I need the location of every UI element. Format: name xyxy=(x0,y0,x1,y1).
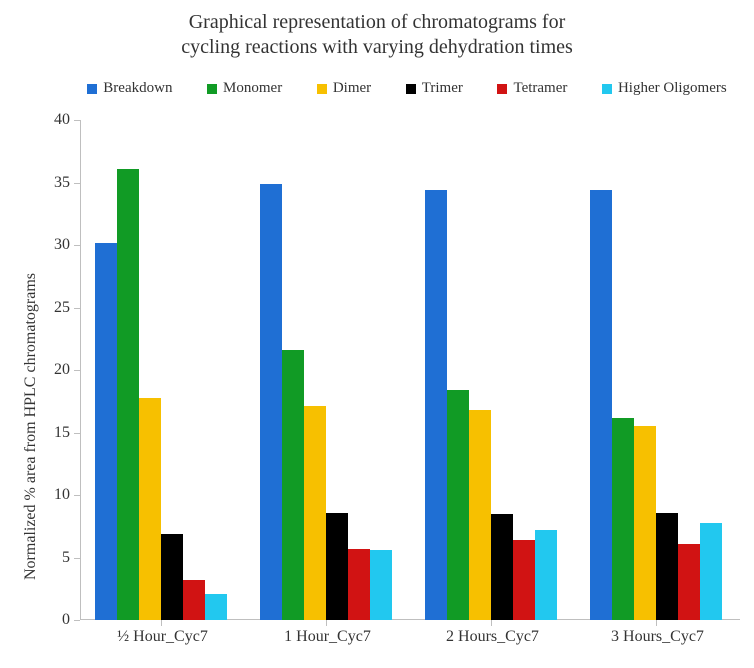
y-tick-label: 20 xyxy=(40,361,70,379)
bar-trimer xyxy=(161,534,183,620)
bar-tetramer xyxy=(678,544,700,620)
legend-swatch-dimer xyxy=(317,84,327,94)
y-axis-line xyxy=(80,120,81,620)
y-tick-label: 5 xyxy=(40,549,70,567)
legend-item-higher: Higher Oligomers xyxy=(602,80,727,97)
y-tick-mark xyxy=(74,370,80,371)
chart-title-line1: Graphical representation of chromatogram… xyxy=(0,10,754,35)
legend-item-trimer: Trimer xyxy=(406,80,463,97)
y-tick-label: 30 xyxy=(40,236,70,254)
y-axis-label: Normalized % area from HPLC chromatogram… xyxy=(22,273,40,580)
legend-label-tetramer: Tetramer xyxy=(513,80,567,97)
legend-label-breakdown: Breakdown xyxy=(103,80,172,97)
legend-label-monomer: Monomer xyxy=(223,80,282,97)
y-tick-mark xyxy=(74,620,80,621)
bar-breakdown xyxy=(590,190,612,620)
y-tick-label: 25 xyxy=(40,299,70,317)
bar-dimer xyxy=(304,406,326,620)
bar-trimer xyxy=(656,513,678,621)
bar-monomer xyxy=(282,350,304,620)
bar-dimer xyxy=(634,426,656,620)
bar-trimer xyxy=(326,513,348,621)
y-tick-mark xyxy=(74,308,80,309)
bar-monomer xyxy=(447,390,469,620)
x-category-label: 2 Hours_Cyc7 xyxy=(410,628,575,646)
bar-dimer xyxy=(139,398,161,621)
x-tick-mark xyxy=(161,620,162,626)
legend-swatch-higher xyxy=(602,84,612,94)
bar-breakdown xyxy=(95,243,117,621)
bar-higher xyxy=(370,550,392,620)
bar-trimer xyxy=(491,514,513,620)
legend-swatch-tetramer xyxy=(497,84,507,94)
chart-title: Graphical representation of chromatogram… xyxy=(0,10,754,60)
x-tick-mark xyxy=(656,620,657,626)
bar-breakdown xyxy=(425,190,447,620)
chart-title-line2: cycling reactions with varying dehydrati… xyxy=(0,35,754,60)
y-tick-label: 40 xyxy=(40,111,70,129)
bar-dimer xyxy=(469,410,491,620)
bar-monomer xyxy=(612,418,634,621)
y-tick-label: 10 xyxy=(40,486,70,504)
y-tick-mark xyxy=(74,120,80,121)
y-tick-label: 35 xyxy=(40,174,70,192)
legend-item-breakdown: Breakdown xyxy=(87,80,172,97)
x-tick-mark xyxy=(491,620,492,626)
legend-label-higher: Higher Oligomers xyxy=(618,80,727,97)
bar-tetramer xyxy=(183,580,205,620)
y-tick-label: 15 xyxy=(40,424,70,442)
x-category-label: 3 Hours_Cyc7 xyxy=(575,628,740,646)
legend-item-monomer: Monomer xyxy=(207,80,282,97)
legend-swatch-monomer xyxy=(207,84,217,94)
legend-swatch-breakdown xyxy=(87,84,97,94)
y-tick-mark xyxy=(74,558,80,559)
y-tick-mark xyxy=(74,433,80,434)
bar-tetramer xyxy=(513,540,535,620)
plot-area: 0510152025303540½ Hour_Cyc71 Hour_Cyc72 … xyxy=(80,120,740,620)
x-category-label: ½ Hour_Cyc7 xyxy=(80,628,245,646)
legend-label-trimer: Trimer xyxy=(422,80,463,97)
legend-item-tetramer: Tetramer xyxy=(497,80,567,97)
legend-swatch-trimer xyxy=(406,84,416,94)
legend: Breakdown Monomer Dimer Trimer Tetramer Highe… xyxy=(70,80,744,97)
bar-monomer xyxy=(117,169,139,620)
legend-label-dimer: Dimer xyxy=(333,80,371,97)
legend-item-dimer: Dimer xyxy=(317,80,371,97)
bar-tetramer xyxy=(348,549,370,620)
bar-higher xyxy=(700,523,722,621)
bar-higher xyxy=(535,530,557,620)
chart-container: Graphical representation of chromatogram… xyxy=(0,0,754,668)
y-tick-mark xyxy=(74,183,80,184)
x-tick-mark xyxy=(326,620,327,626)
x-category-label: 1 Hour_Cyc7 xyxy=(245,628,410,646)
y-tick-mark xyxy=(74,245,80,246)
bar-breakdown xyxy=(260,184,282,620)
bar-higher xyxy=(205,594,227,620)
y-tick-mark xyxy=(74,495,80,496)
y-tick-label: 0 xyxy=(40,611,70,629)
